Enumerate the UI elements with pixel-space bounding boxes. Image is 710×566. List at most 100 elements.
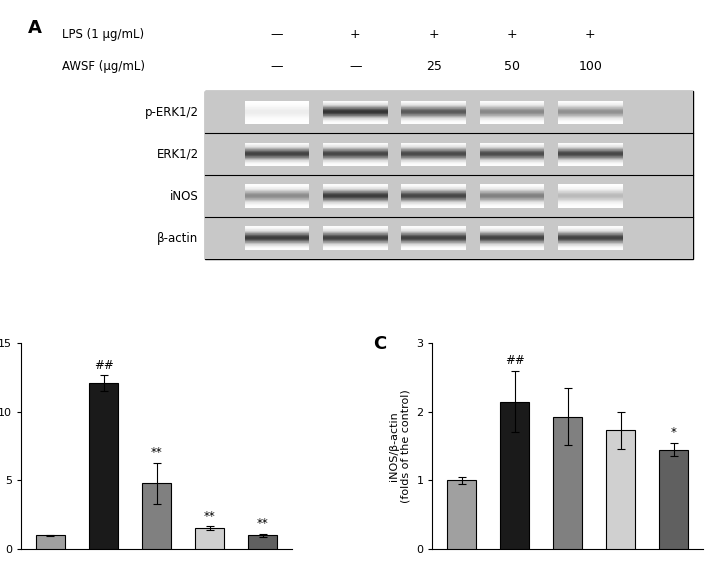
Bar <box>244 230 310 231</box>
Bar <box>558 227 623 228</box>
Bar <box>205 91 693 133</box>
Bar <box>244 237 310 238</box>
Bar <box>323 205 388 206</box>
Bar <box>558 108 623 109</box>
Bar <box>244 227 310 228</box>
Bar <box>401 229 466 230</box>
Text: 50: 50 <box>504 60 520 73</box>
Bar <box>244 248 310 249</box>
Bar <box>323 156 388 157</box>
Bar <box>558 234 623 235</box>
Bar <box>244 190 310 191</box>
Bar <box>401 191 466 192</box>
Bar <box>323 110 388 111</box>
Bar <box>480 114 545 115</box>
Bar <box>401 188 466 189</box>
Bar <box>323 150 388 151</box>
Bar <box>323 117 388 118</box>
Text: +: + <box>350 28 361 41</box>
Bar <box>323 108 388 109</box>
Bar <box>401 122 466 123</box>
Bar <box>401 195 466 196</box>
Bar <box>323 229 388 230</box>
Bar <box>244 120 310 121</box>
Bar <box>558 121 623 122</box>
Bar <box>480 161 545 162</box>
Bar <box>500 401 529 549</box>
Bar <box>323 200 388 201</box>
Bar <box>244 242 310 243</box>
Bar <box>244 112 310 113</box>
Bar <box>558 165 623 166</box>
Bar <box>558 233 623 234</box>
Bar <box>244 234 310 235</box>
Bar <box>401 154 466 155</box>
Text: ERK1/2: ERK1/2 <box>156 148 199 161</box>
Bar <box>323 194 388 195</box>
Bar <box>323 188 388 189</box>
Bar <box>558 145 623 146</box>
Bar <box>323 143 388 144</box>
Bar <box>558 237 623 238</box>
Bar <box>480 156 545 157</box>
Bar <box>480 110 545 111</box>
Bar <box>401 151 466 152</box>
Bar <box>323 109 388 110</box>
Bar <box>323 104 388 105</box>
Bar <box>244 199 310 200</box>
Bar <box>401 207 466 208</box>
Bar <box>480 101 545 102</box>
Bar <box>205 217 693 259</box>
Bar <box>558 206 623 207</box>
Bar <box>401 105 466 106</box>
Bar <box>244 226 310 227</box>
Bar <box>558 118 623 119</box>
Bar <box>248 535 277 549</box>
Bar <box>480 245 545 246</box>
Bar <box>480 207 545 208</box>
Bar <box>323 248 388 249</box>
Bar <box>244 249 310 250</box>
Bar <box>244 198 310 199</box>
Bar <box>244 244 310 245</box>
Bar <box>323 103 388 104</box>
Bar <box>244 105 310 106</box>
Bar <box>659 449 688 549</box>
Bar <box>323 226 388 227</box>
Bar <box>558 243 623 244</box>
Bar <box>244 110 310 111</box>
Bar <box>480 226 545 227</box>
Bar <box>244 186 310 187</box>
Bar <box>244 231 310 232</box>
Bar <box>401 161 466 162</box>
Bar <box>558 153 623 154</box>
Bar <box>244 159 310 160</box>
Bar <box>323 203 388 204</box>
Bar <box>323 243 388 244</box>
Bar <box>558 120 623 121</box>
Bar <box>480 192 545 193</box>
Bar <box>558 202 623 203</box>
Bar <box>401 157 466 158</box>
Bar <box>558 151 623 152</box>
Bar <box>401 189 466 190</box>
Bar <box>323 160 388 161</box>
Bar <box>558 248 623 249</box>
Bar <box>480 230 545 231</box>
Bar <box>244 146 310 147</box>
Bar <box>558 101 623 102</box>
Bar <box>480 164 545 165</box>
Bar <box>401 237 466 238</box>
Bar <box>558 185 623 186</box>
Bar <box>205 133 693 175</box>
Bar <box>480 242 545 243</box>
Bar <box>89 383 118 549</box>
Bar <box>244 238 310 239</box>
Bar <box>401 204 466 205</box>
Bar <box>558 246 623 247</box>
Bar <box>558 190 623 191</box>
Bar <box>480 238 545 239</box>
Bar <box>480 148 545 149</box>
Bar <box>558 103 623 104</box>
Bar <box>323 230 388 231</box>
